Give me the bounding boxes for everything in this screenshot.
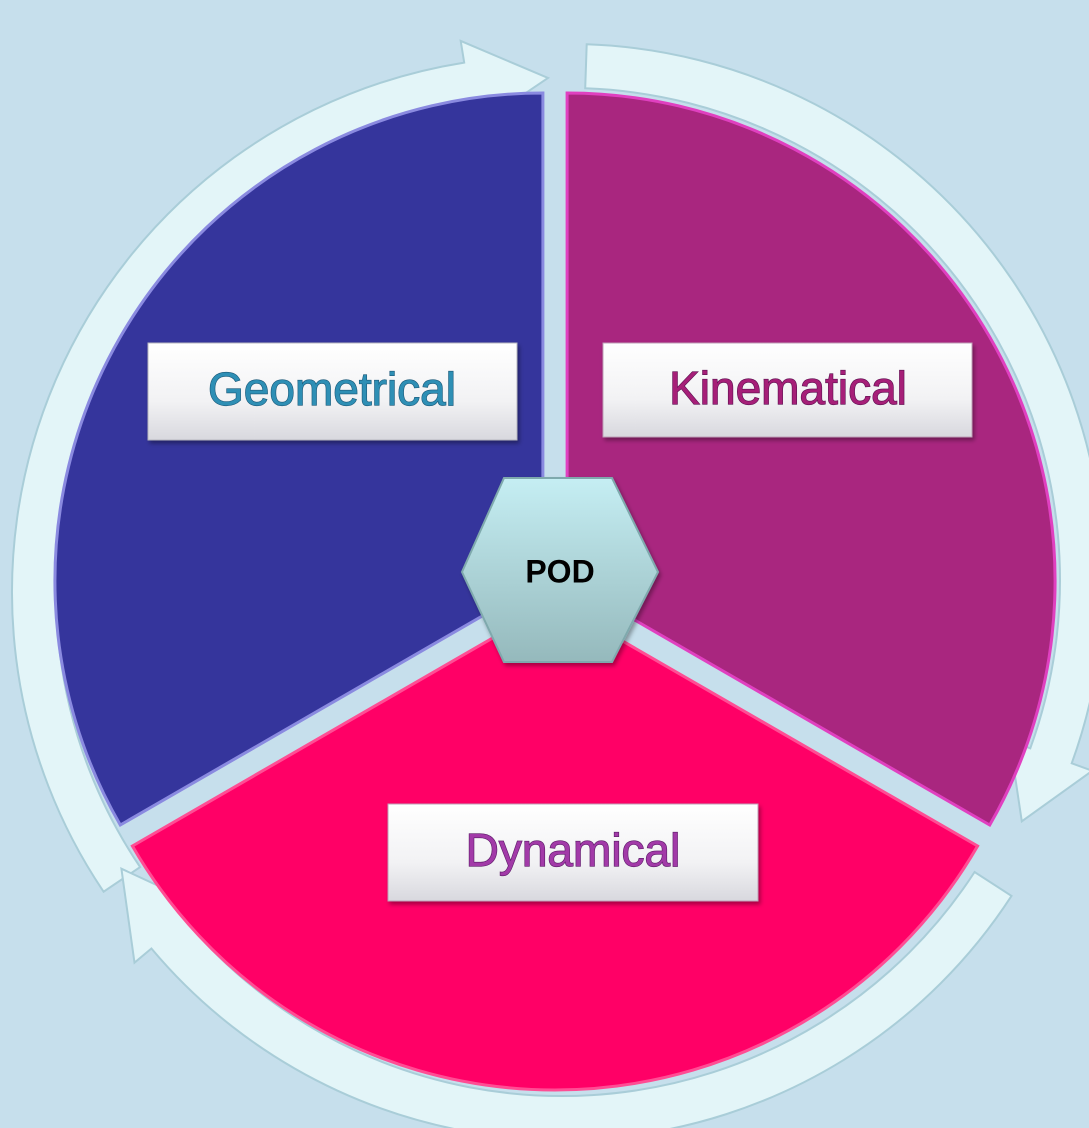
label-box — [602, 342, 973, 438]
sector — [53, 91, 545, 828]
sector — [565, 91, 1057, 828]
segment-label: Geometrical — [208, 363, 456, 415]
segment-label: Kinematical — [669, 362, 907, 414]
label-box — [147, 342, 518, 441]
cycle-arrow — [584, 43, 1089, 824]
cycle-arrow — [120, 867, 1013, 1128]
segment-label: Dynamical — [466, 824, 681, 876]
label-box — [387, 803, 759, 902]
center-label: POD — [525, 553, 594, 589]
center-hexagon — [460, 477, 660, 663]
label-box-bg — [147, 342, 518, 441]
label-box-bg — [602, 342, 973, 438]
label-box-bg — [387, 803, 759, 902]
